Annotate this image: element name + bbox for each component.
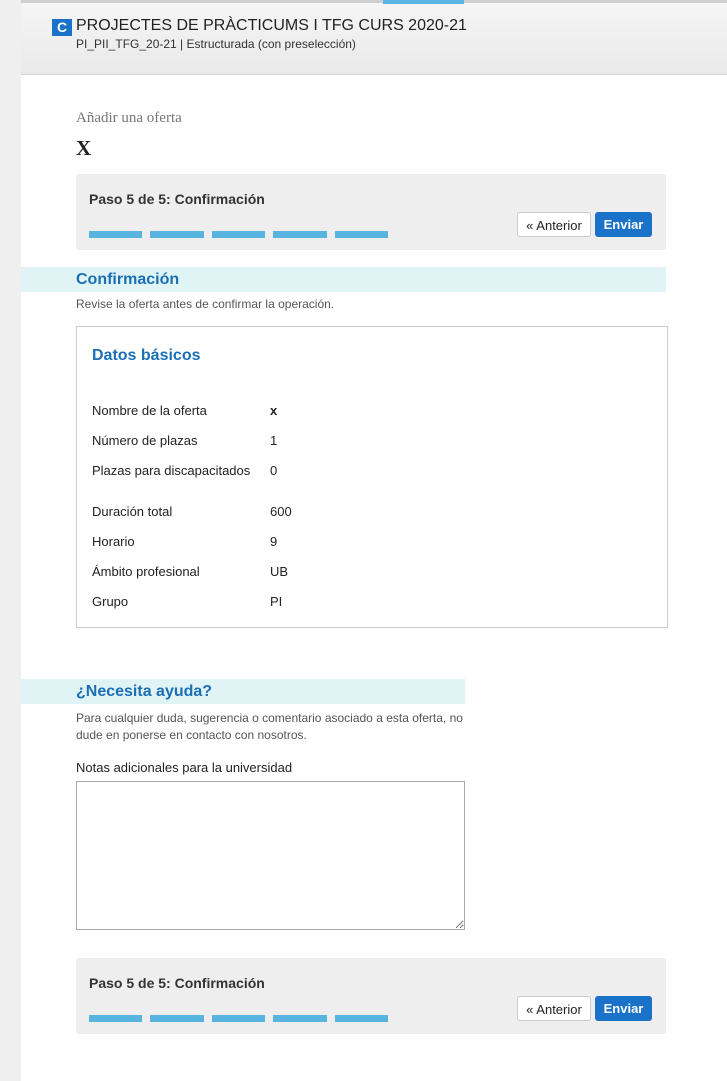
notes-input[interactable] bbox=[76, 781, 465, 930]
step-bar bbox=[335, 1015, 388, 1022]
section-band: Confirmación bbox=[21, 267, 666, 292]
row-value: UB bbox=[270, 564, 289, 579]
section-heading: ¿Necesita ayuda? bbox=[76, 683, 213, 700]
tab-indicator bbox=[383, 0, 464, 4]
badge: C bbox=[52, 19, 72, 36]
page-title: Añadir una oferta bbox=[76, 110, 182, 126]
header-subtitle: PI_PII_TFG_20-21 | Estructurada (con pre… bbox=[76, 37, 356, 51]
step-label: Paso 5 de 5: Confirmación bbox=[89, 191, 265, 207]
row-value: 600 bbox=[270, 504, 292, 519]
row-label: Plazas para discapacitados bbox=[92, 463, 251, 478]
side-strip bbox=[0, 0, 21, 1081]
header bbox=[21, 0, 727, 75]
step-bar bbox=[273, 1015, 327, 1022]
step-bar bbox=[89, 1015, 142, 1022]
header-edge bbox=[21, 0, 727, 3]
section-band: ¿Necesita ayuda? bbox=[21, 679, 465, 704]
notes-label: Notas adicionales para la universidad bbox=[76, 760, 293, 775]
submit-button[interactable]: Enviar bbox=[595, 996, 652, 1021]
previous-button[interactable]: « Anterior bbox=[517, 212, 591, 237]
step-bar bbox=[273, 231, 327, 238]
step-bar bbox=[335, 231, 388, 238]
step-bar bbox=[212, 1015, 265, 1022]
section-description: Revise la oferta antes de confirmar la o… bbox=[76, 297, 335, 311]
summary-panel: Datos básicos Nombre de la oferta x Número… bbox=[76, 326, 668, 628]
row-value: 0 bbox=[270, 463, 278, 478]
help-description: Para cualquier duda, sugerencia o coment… bbox=[76, 711, 463, 742]
step-box: Paso 5 de 5: Confirmación « Anterior Env… bbox=[76, 958, 666, 1034]
panel-title: Datos básicos bbox=[92, 347, 201, 364]
close[interactable]: X bbox=[76, 136, 92, 160]
row-value: x bbox=[270, 403, 278, 418]
submit-button[interactable]: Enviar bbox=[595, 212, 652, 237]
step-label: Paso 5 de 5: Confirmación bbox=[89, 975, 265, 991]
row-value: PI bbox=[270, 594, 283, 609]
step-bar bbox=[89, 231, 142, 238]
step-bar bbox=[150, 231, 204, 238]
header-title: PROJECTES DE PRÀCTICUMS I TFG CURS 2020-… bbox=[76, 17, 467, 34]
row-label: Grupo bbox=[92, 594, 129, 609]
step-bar bbox=[212, 231, 265, 238]
row-value: 9 bbox=[270, 534, 278, 549]
row-value: 1 bbox=[270, 433, 278, 448]
previous-button[interactable]: « Anterior bbox=[517, 996, 591, 1021]
section-heading: Confirmación bbox=[76, 271, 180, 288]
row-label: Ámbito profesional bbox=[92, 564, 200, 579]
row-label: Número de plazas bbox=[92, 433, 198, 448]
step-box: Paso 5 de 5: Confirmación « Anterior Env… bbox=[76, 174, 666, 250]
row-label: Duración total bbox=[92, 504, 173, 519]
row-label: Nombre de la oferta bbox=[92, 403, 207, 418]
step-bar bbox=[150, 1015, 204, 1022]
row-label: Horario bbox=[92, 534, 135, 549]
